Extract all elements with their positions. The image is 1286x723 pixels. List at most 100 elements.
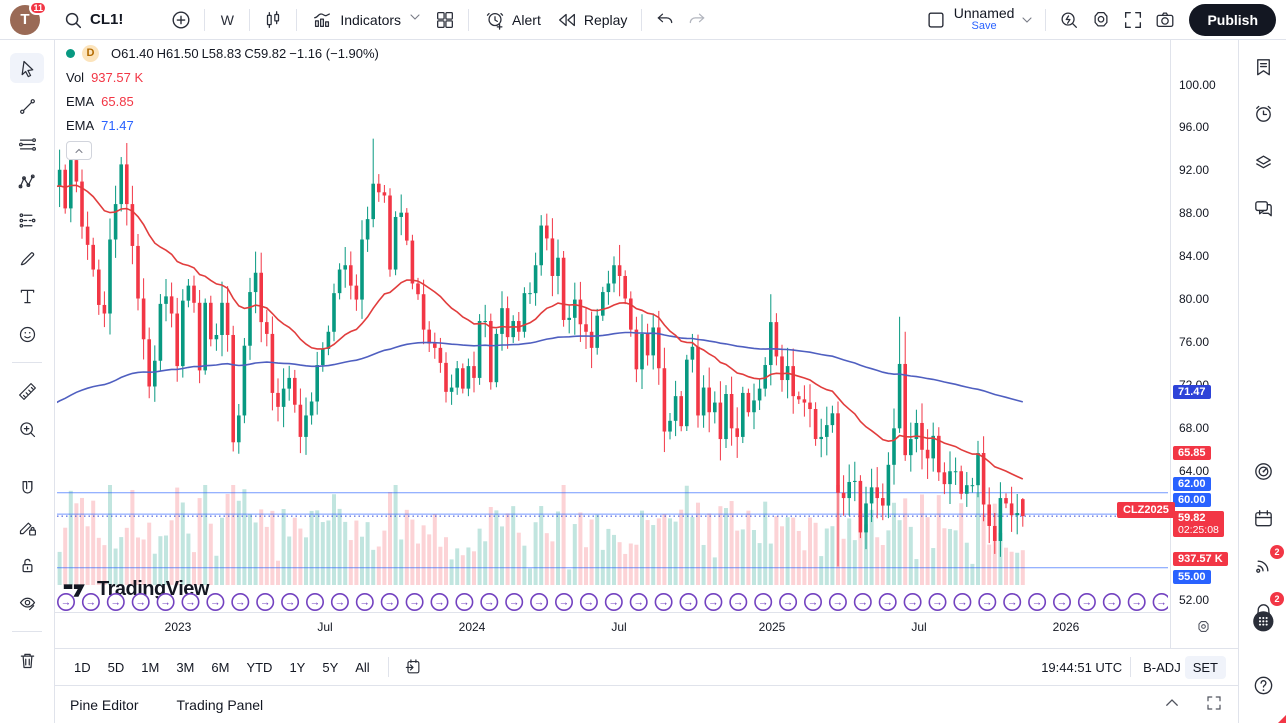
contract-label-tag[interactable]: CLZ2025 [1117, 502, 1175, 518]
gear-icon [1094, 11, 1108, 27]
grid-layout-icon [437, 11, 454, 28]
publish-button[interactable]: Publish [1189, 3, 1276, 36]
tool-text[interactable] [10, 281, 44, 311]
tool-trend-line[interactable] [10, 91, 44, 121]
tool-hide-drawings[interactable] [10, 588, 44, 618]
price-tick: 88.00 [1179, 206, 1210, 220]
tool-xabcd-pattern[interactable] [10, 167, 44, 197]
range-button-5y[interactable]: 5Y [322, 659, 339, 675]
time-axis[interactable]: 2023 Jul 2024 Jul 2025 Jul 2026 [55, 613, 1170, 648]
candlestick-chart[interactable] [57, 47, 1168, 612]
price-tick: 80.00 [1179, 292, 1210, 306]
watermark-brand: TradingView [97, 577, 209, 600]
layout-select-button[interactable] [920, 4, 952, 36]
tool-cursor[interactable] [10, 53, 44, 83]
price-label-tag: 65.85 [1173, 446, 1211, 460]
price-scale-settings-icon[interactable] [1195, 618, 1212, 640]
ohlc-part-1: H61.50 [156, 45, 199, 61]
quick-search-button[interactable] [1053, 4, 1085, 36]
range-button-1m[interactable]: 1M [141, 659, 160, 675]
adjustment-toggle[interactable]: B-ADJ [1143, 659, 1181, 675]
alert-clock-icon [1255, 105, 1271, 122]
time-tick: Jul [611, 620, 627, 634]
settlement-toggle[interactable]: SET [1184, 655, 1226, 679]
tool-projection[interactable] [10, 205, 44, 235]
goto-date-button[interactable] [397, 651, 429, 683]
range-buttons: 1D 5D 1M 3M 6M YTD 1Y 5Y All [67, 656, 380, 679]
panel-expand-button[interactable] [1163, 694, 1181, 715]
tool-brush[interactable] [10, 243, 44, 273]
top-toolbar: T 11 CL1! W Indicators Alert Replay [0, 0, 1286, 40]
range-button-3m[interactable]: 3M [176, 659, 195, 675]
sidebar-gauge-button[interactable] [1246, 454, 1280, 488]
projection-icon [19, 212, 35, 228]
panel-maximize-button[interactable] [1205, 694, 1223, 715]
legend-ema1-row[interactable]: EMA 65.85 [66, 93, 382, 109]
resize-corner[interactable] [1278, 715, 1286, 723]
chat-icon [1254, 200, 1272, 216]
undo-button[interactable] [649, 4, 681, 36]
clock-utc[interactable]: 19:44:51 UTC [1041, 659, 1123, 675]
undo-arrow-icon [658, 13, 673, 23]
save-label: Save [971, 20, 997, 33]
legend-collapse-button[interactable] [66, 141, 92, 160]
interval-button[interactable]: W [212, 4, 242, 36]
tool-lock-all[interactable] [10, 550, 44, 580]
redo-button[interactable] [681, 4, 713, 36]
volume-value: 937.57 K [91, 69, 144, 85]
layout-name-button[interactable]: Unnamed Save [954, 6, 1015, 32]
sidebar-help-button[interactable] [1246, 668, 1280, 702]
settings-button[interactable] [1085, 4, 1117, 36]
tool-drawing-pencil-lock[interactable] [10, 512, 44, 542]
templates-button[interactable] [429, 4, 461, 36]
replay-button[interactable]: Replay [548, 4, 635, 36]
sidebar-watchlist-button[interactable] [1246, 50, 1280, 84]
range-button-6m[interactable]: 6M [211, 659, 230, 675]
tool-ruler[interactable] [10, 376, 44, 406]
layout-menu-chevron[interactable] [1016, 4, 1038, 36]
range-button-1d[interactable]: 1D [74, 659, 91, 675]
chart-area[interactable]: TradingView → → → → → → → → → → → → → → → → → → → → → → → → → → → →… [55, 40, 1238, 648]
divider [387, 657, 389, 677]
alert-button[interactable]: Alert [476, 4, 548, 36]
divider [204, 8, 206, 31]
user-avatar[interactable]: T 11 [10, 0, 47, 35]
legend-volume-row[interactable]: Vol 937.57 K [66, 69, 382, 85]
screenshot-button[interactable] [1149, 4, 1181, 36]
chevron-down-icon [407, 9, 423, 30]
legend-main-row[interactable]: D O61.40 H61.50 L58.83 C59.82 −1.16 (−1.90%) [66, 44, 382, 62]
gauge-icon [1254, 462, 1272, 480]
tool-magnet[interactable] [10, 474, 44, 504]
price-axis[interactable]: 100.0096.0092.0088.0084.0080.0076.0072.0… [1170, 40, 1238, 648]
sidebar-streams-button[interactable]: 2 [1246, 545, 1284, 582]
range-button-all[interactable]: All [355, 659, 370, 675]
tool-zoom-in[interactable] [10, 414, 44, 444]
symbol-search-button[interactable]: CL1! [54, 4, 131, 36]
range-button-5d[interactable]: 5D [107, 659, 125, 675]
tab-pine-editor[interactable]: Pine Editor [70, 696, 139, 713]
indicators-button[interactable]: Indicators [304, 4, 429, 36]
tool-fib-retracement[interactable] [10, 129, 44, 159]
redo-arrow-icon [690, 13, 705, 23]
sidebar-apps-grid-button[interactable] [1246, 604, 1280, 638]
sidebar-calendar-button[interactable] [1246, 501, 1280, 535]
price-tick: 64.00 [1179, 464, 1210, 478]
tool-emoji[interactable] [10, 319, 44, 349]
sidebar-object-tree-button[interactable] [1246, 144, 1280, 178]
alert-clock-plus-icon [483, 4, 507, 36]
sidebar-chat-button[interactable] [1246, 191, 1280, 225]
fullscreen-button[interactable] [1117, 4, 1149, 36]
trend-line-icon [19, 98, 35, 114]
price-label-tag: 71.47 [1173, 385, 1211, 399]
ohlc-part-0: O61.40 [111, 45, 154, 61]
compare-add-button[interactable] [165, 4, 197, 36]
sidebar-alert-clock-button[interactable] [1246, 97, 1280, 131]
range-button-ytd[interactable]: YTD [246, 659, 273, 675]
tab-trading-panel[interactable]: Trading Panel [176, 696, 264, 713]
tool-trash[interactable] [10, 645, 44, 675]
price-tick: 96.00 [1179, 120, 1210, 134]
range-button-1y[interactable]: 1Y [289, 659, 306, 675]
legend-ema2-row[interactable]: EMA 71.47 [66, 117, 382, 133]
chart-style-button[interactable] [257, 4, 289, 36]
cursor-icon [21, 60, 33, 77]
